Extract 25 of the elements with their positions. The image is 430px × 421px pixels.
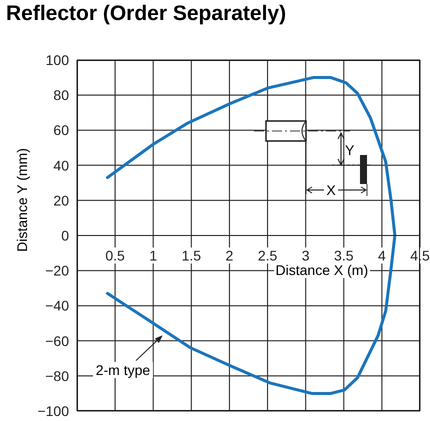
y-tick-label: 20 bbox=[53, 192, 70, 208]
annotation: Y bbox=[345, 142, 355, 158]
x-tick-label: 1.5 bbox=[182, 248, 202, 264]
x-axis-title: Distance X (m) bbox=[274, 262, 370, 278]
x-tick-label: 3.5 bbox=[334, 248, 354, 264]
x-tick-label: 1 bbox=[149, 248, 158, 264]
x-tick-label: 3 bbox=[302, 248, 310, 264]
annotation: 2-m type bbox=[92, 362, 154, 378]
x-tick-label: 2.5 bbox=[258, 248, 278, 264]
y-tick-label: 0 bbox=[61, 227, 70, 244]
chart-title: Reflector (Order Separately) bbox=[6, 2, 286, 26]
annotation: X bbox=[326, 182, 336, 198]
y-tick-label: 60 bbox=[53, 122, 70, 138]
y-tick-label: 40 bbox=[53, 157, 70, 174]
y-tick-label: −80 bbox=[45, 368, 70, 384]
x-tick-label: 4 bbox=[378, 248, 386, 264]
y-tick-label: −20 bbox=[45, 262, 70, 279]
y-tick-label: −100 bbox=[37, 402, 70, 419]
y-tick-label: 80 bbox=[53, 87, 70, 104]
y-tick-label: −60 bbox=[45, 332, 70, 349]
y-tick-label: −40 bbox=[45, 298, 70, 314]
y-axis-title: Distance Y (mm) bbox=[14, 148, 30, 252]
y-tick-label: 100 bbox=[46, 52, 70, 68]
x-tick-label: 2 bbox=[226, 248, 234, 264]
x-tick-label: 0.5 bbox=[105, 248, 126, 264]
